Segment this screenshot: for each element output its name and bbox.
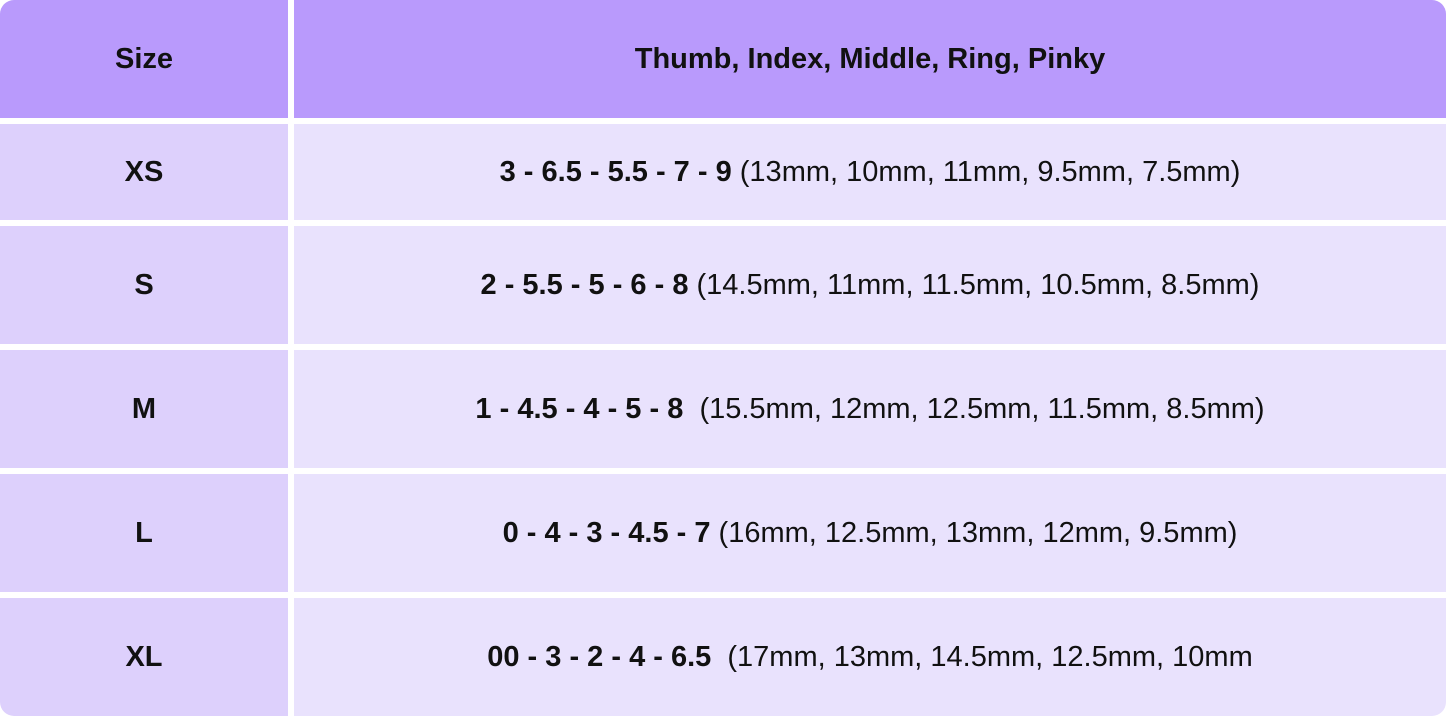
row-values-s: 2 - 5.5 - 5 - 6 - 8 (14.5mm, 11mm, 11.5m… bbox=[294, 226, 1446, 344]
row-size-l: L bbox=[0, 474, 288, 592]
row-size-xl: XL bbox=[0, 598, 288, 716]
ring-sizes: 2 - 5.5 - 5 - 6 - 8 bbox=[480, 268, 689, 301]
mm-sizes: (15.5mm, 12mm, 12.5mm, 11.5mm, 8.5mm) bbox=[683, 392, 1265, 425]
ring-sizes: 3 - 6.5 - 5.5 - 7 - 9 bbox=[499, 155, 732, 188]
mm-sizes: (14.5mm, 11mm, 11.5mm, 10.5mm, 8.5mm) bbox=[688, 268, 1260, 301]
header-size: Size bbox=[0, 0, 288, 118]
ring-sizes: 00 - 3 - 2 - 4 - 6.5 bbox=[487, 641, 712, 673]
mm-sizes: (17mm, 13mm, 14.5mm, 12.5mm, 10mm bbox=[711, 641, 1253, 673]
header-fingers: Thumb, Index, Middle, Ring, Pinky bbox=[294, 0, 1446, 118]
row-size-xs: XS bbox=[0, 124, 288, 220]
mm-sizes: (13mm, 10mm, 11mm, 9.5mm, 7.5mm) bbox=[731, 155, 1241, 188]
ring-sizes: 0 - 4 - 3 - 4.5 - 7 bbox=[502, 516, 711, 549]
row-values-l: 0 - 4 - 3 - 4.5 - 7 (16mm, 12.5mm, 13mm,… bbox=[294, 474, 1446, 592]
ring-sizes: 1 - 4.5 - 4 - 5 - 8 bbox=[475, 392, 684, 425]
row-values-xs: 3 - 6.5 - 5.5 - 7 - 9 (13mm, 10mm, 11mm,… bbox=[294, 124, 1446, 220]
row-size-m: M bbox=[0, 350, 288, 468]
mm-sizes: (16mm, 12.5mm, 13mm, 12mm, 9.5mm) bbox=[710, 516, 1238, 549]
row-size-s: S bbox=[0, 226, 288, 344]
row-values-m: 1 - 4.5 - 4 - 5 - 8 (15.5mm, 12mm, 12.5m… bbox=[294, 350, 1446, 468]
row-values-xl: 00 - 3 - 2 - 4 - 6.5 (17mm, 13mm, 14.5mm… bbox=[294, 598, 1446, 716]
